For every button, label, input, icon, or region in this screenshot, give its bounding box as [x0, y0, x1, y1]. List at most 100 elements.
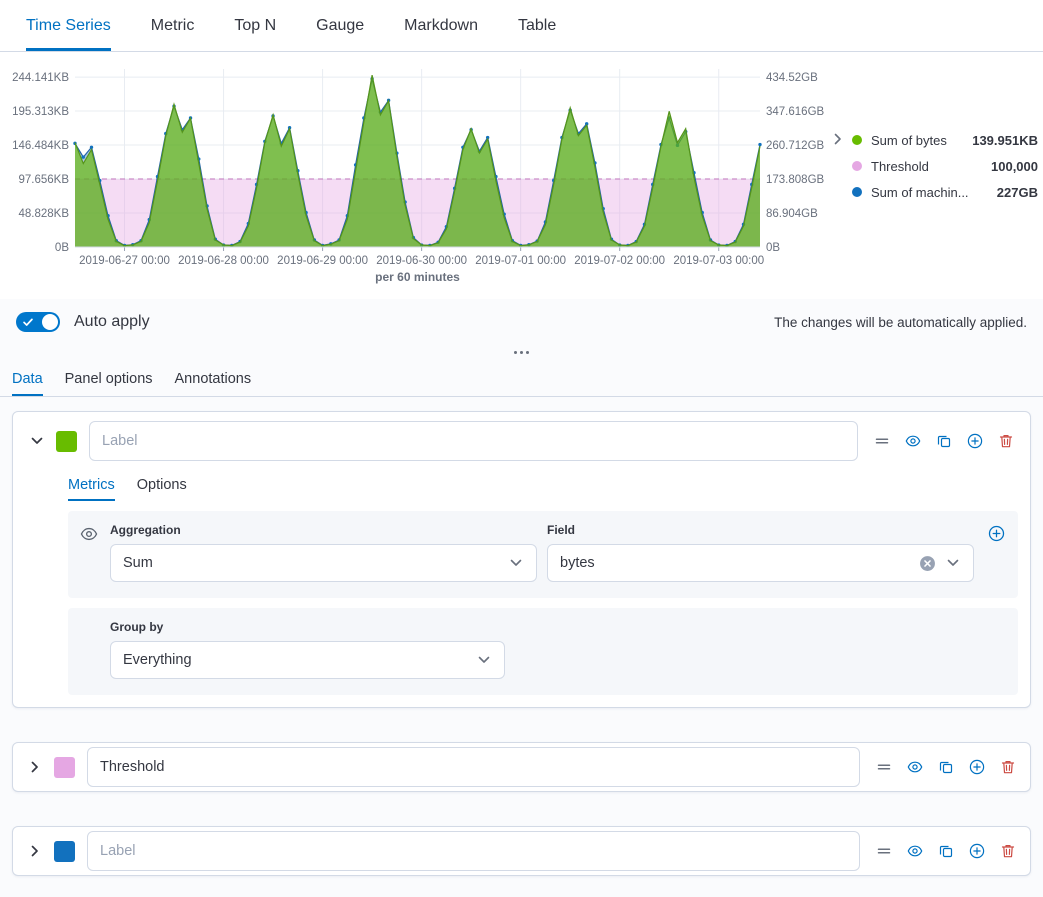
legend-label: Threshold	[871, 158, 929, 174]
legend-label: Sum of machin...	[871, 184, 969, 200]
tab-options[interactable]: Options	[136, 477, 187, 493]
series-marker-machine-ram	[89, 145, 94, 149]
group-by-value: Everything	[123, 652, 192, 668]
add-series-icon[interactable]	[969, 843, 985, 859]
x-axis-tick-label: 2019-07-01 00:00	[475, 255, 566, 267]
series-area-bytes	[75, 75, 760, 247]
series-header-row	[23, 747, 1020, 787]
x-axis-tick-label: 2019-07-02 00:00	[574, 255, 665, 267]
drag-handle-icon[interactable]	[876, 759, 892, 775]
series-card	[12, 826, 1031, 876]
series-label-input[interactable]	[89, 421, 858, 461]
aggregation-select[interactable]: Sum	[110, 544, 537, 582]
auto-apply-toggle[interactable]	[16, 312, 60, 332]
series-label-input[interactable]	[87, 747, 860, 787]
eye-icon[interactable]	[907, 843, 923, 859]
chevron-down-icon	[945, 555, 961, 571]
legend-value: 100,000	[991, 158, 1038, 174]
group-by-row: Group by Everything	[68, 608, 1018, 695]
clone-icon[interactable]	[936, 433, 952, 449]
legend-dot	[852, 135, 862, 145]
legend-item[interactable]: Sum of bytes 139.951KB	[852, 127, 1038, 153]
legend-item[interactable]: Sum of machin... 227GB	[852, 179, 1038, 205]
legend-collapse-icon[interactable]	[830, 131, 846, 147]
auto-apply-hint: The changes will be automatically applie…	[774, 314, 1027, 330]
series-marker-machine-ram	[758, 142, 762, 147]
delete-series-icon[interactable]	[1000, 843, 1016, 859]
x-axis-tick-label: 2019-06-28 00:00	[178, 255, 269, 267]
legend-value: 227GB	[996, 184, 1038, 200]
tab-annotations[interactable]: Annotations	[174, 371, 252, 387]
chevron-right-icon[interactable]	[27, 843, 43, 859]
toggle-knob	[42, 314, 58, 330]
series-marker-machine-ram	[584, 122, 589, 126]
add-metric-icon[interactable]	[988, 525, 1005, 542]
series-card: Metrics Options Aggregation Sum	[12, 411, 1031, 708]
clear-field-icon[interactable]	[919, 555, 936, 572]
aggregation-value: Sum	[123, 555, 153, 571]
legend-item[interactable]: Threshold 100,000	[852, 153, 1038, 179]
aggregation-label: Aggregation	[110, 523, 181, 537]
tab-metric[interactable]: Metric	[150, 16, 195, 34]
tab-panel-options[interactable]: Panel options	[64, 371, 153, 387]
delete-series-icon[interactable]	[998, 433, 1014, 449]
chevron-down-icon	[508, 555, 524, 571]
tab-gauge[interactable]: Gauge	[316, 16, 365, 34]
add-series-icon[interactable]	[967, 433, 983, 449]
series-color-swatch[interactable]	[54, 756, 75, 778]
delete-series-icon[interactable]	[1000, 759, 1016, 775]
chevron-down-icon[interactable]	[29, 433, 45, 449]
series-actions	[874, 433, 1018, 449]
x-axis-tick-label: 2019-06-29 00:00	[277, 255, 368, 267]
auto-apply-label: Auto apply	[74, 313, 150, 330]
series-actions	[876, 843, 1020, 859]
series-actions	[876, 759, 1020, 775]
series-header-row	[23, 831, 1020, 871]
legend-dot	[852, 187, 862, 197]
field-combobox[interactable]: bytes	[547, 544, 974, 582]
drag-handle-icon[interactable]	[874, 433, 890, 449]
eye-icon[interactable]	[905, 433, 921, 449]
add-series-icon[interactable]	[969, 759, 985, 775]
y-axis-right-tick-label: 434.52GB	[766, 72, 818, 84]
tab-data[interactable]: Data	[12, 363, 43, 396]
series-card	[12, 742, 1031, 792]
panel-resize-handle[interactable]	[0, 345, 1043, 359]
series-line-bytes	[74, 74, 761, 247]
clone-icon[interactable]	[938, 759, 954, 775]
series-header-row	[25, 421, 1018, 461]
y-axis-right-tick-label: 0B	[766, 242, 780, 254]
series-color-swatch[interactable]	[56, 430, 77, 452]
tab-top-n[interactable]: Top N	[234, 16, 277, 34]
clone-icon[interactable]	[938, 843, 954, 859]
field-value: bytes	[560, 555, 595, 571]
drag-handle-icon[interactable]	[876, 843, 892, 859]
y-axis-left-tick-label: 0B	[55, 242, 69, 254]
chart-legend: Sum of bytes 139.951KB Threshold 100,000…	[852, 127, 1038, 205]
group-by-select[interactable]: Everything	[110, 641, 505, 679]
eye-icon[interactable]	[907, 759, 923, 775]
tab-metrics[interactable]: Metrics	[68, 471, 115, 501]
series-list: Metrics Options Aggregation Sum	[0, 397, 1043, 876]
group-by-label: Group by	[110, 620, 164, 634]
x-axis-title: per 60 minutes	[375, 270, 460, 284]
field-label: Field	[547, 523, 576, 537]
tab-table[interactable]: Table	[517, 16, 557, 34]
series-label-input[interactable]	[87, 831, 860, 871]
x-axis-tick-label: 2019-06-27 00:00	[79, 255, 170, 267]
series-color-swatch[interactable]	[54, 840, 75, 862]
tab-markdown[interactable]: Markdown	[404, 16, 478, 34]
y-axis-right-tick-label: 173.808GB	[766, 174, 825, 186]
series-tabs: Metrics Options	[68, 471, 1018, 501]
series-marker-machine-ram	[81, 155, 85, 159]
metric-eye-icon[interactable]	[80, 523, 110, 582]
x-axis-tick-label: 2019-07-03 00:00	[673, 255, 764, 267]
y-axis-left-tick-label: 146.484KB	[12, 140, 69, 152]
tab-time-series[interactable]: Time Series	[26, 0, 111, 51]
y-axis-right-tick-label: 86.904GB	[766, 208, 818, 220]
y-axis-right-tick-label: 260.712GB	[766, 140, 825, 152]
chevron-right-icon[interactable]	[27, 759, 43, 775]
y-axis-left-tick-label: 48.828KB	[18, 208, 69, 220]
chevron-down-icon	[476, 652, 492, 668]
